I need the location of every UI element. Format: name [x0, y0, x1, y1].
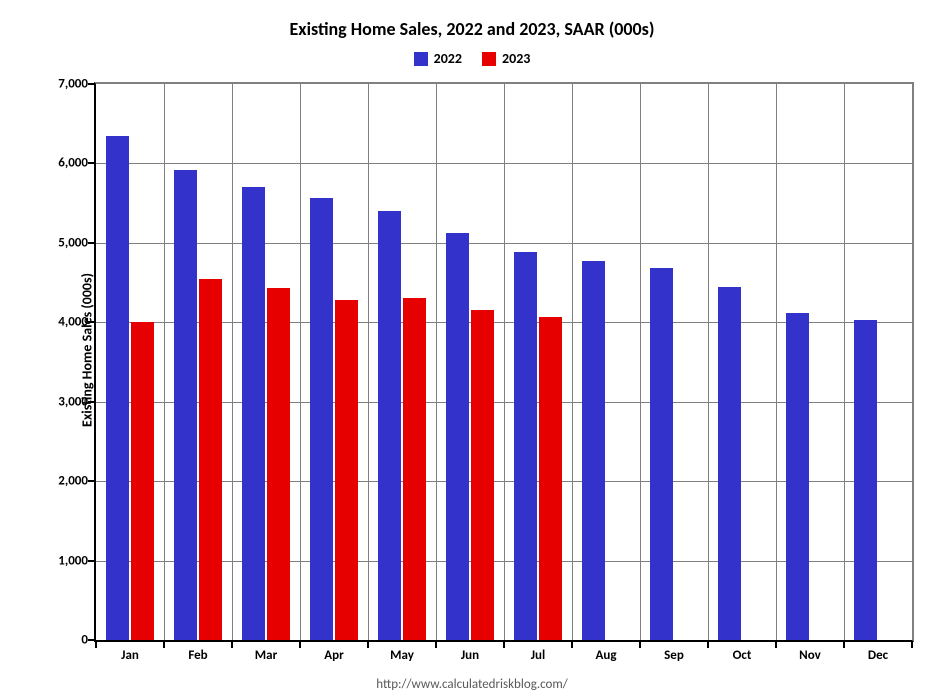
x-tick-mark	[299, 642, 301, 648]
x-tick-label: Feb	[188, 648, 207, 663]
x-tick-label: Oct	[733, 648, 752, 663]
x-tick-label: Jan	[121, 648, 139, 663]
bar-2023-May	[403, 298, 427, 640]
x-tick-mark	[95, 642, 97, 648]
legend: 2022 2023	[0, 50, 944, 70]
x-tick-mark	[707, 642, 709, 648]
bar-2023-Jan	[131, 322, 155, 640]
bar-2022-Oct	[718, 287, 742, 640]
legend-item-2022: 2022	[414, 50, 462, 67]
bar-2023-Jul	[539, 317, 563, 640]
x-tick-mark	[843, 642, 845, 648]
y-tick-label: 5,000	[58, 235, 88, 250]
bar-2023-Mar	[267, 288, 291, 640]
bar-2022-Jun	[446, 233, 470, 640]
bar-2023-Jun	[471, 310, 495, 640]
x-tick-mark	[435, 642, 437, 648]
chart-caption: http://www.calculatedriskblog.com/	[0, 677, 944, 692]
y-tick-label: 0	[81, 633, 88, 648]
bar-2022-Sep	[650, 268, 674, 640]
bar-2022-Feb	[174, 170, 198, 640]
legend-swatch	[414, 52, 428, 66]
y-tick-label: 7,000	[58, 77, 88, 92]
x-tick-label: Jul	[531, 648, 545, 663]
x-tick-mark	[503, 642, 505, 648]
bar-2023-Feb	[199, 279, 223, 640]
x-tick-mark	[639, 642, 641, 648]
x-tick-label: Sep	[664, 648, 684, 663]
chart-title: Existing Home Sales, 2022 and 2023, SAAR…	[0, 18, 944, 40]
bar-2023-Apr	[335, 300, 359, 640]
bar-2022-Mar	[242, 187, 266, 640]
x-tick-mark	[571, 642, 573, 648]
plot-area	[94, 82, 914, 642]
y-tick-label: 1,000	[58, 553, 88, 568]
x-tick-mark	[367, 642, 369, 648]
legend-label: 2022	[434, 50, 462, 67]
x-tick-label: Dec	[868, 648, 888, 663]
x-tick-mark	[775, 642, 777, 648]
legend-item-2023: 2023	[482, 50, 530, 67]
legend-label: 2023	[502, 50, 530, 67]
bar-2022-Aug	[582, 261, 606, 640]
x-tick-label: Aug	[595, 648, 616, 663]
bar-2022-Jul	[514, 252, 538, 640]
y-tick-label: 6,000	[58, 156, 88, 171]
x-tick-label: Mar	[255, 648, 277, 663]
legend-swatch	[482, 52, 496, 66]
y-axis-label: Existing Home Sales (000s)	[78, 273, 95, 427]
bar-2022-Apr	[310, 198, 334, 640]
bar-2022-May	[378, 211, 402, 640]
x-tick-label: May	[390, 648, 414, 663]
y-tick-label: 2,000	[58, 474, 88, 489]
bar-2022-Jan	[106, 136, 130, 640]
x-tick-label: Nov	[799, 648, 821, 663]
x-tick-label: Apr	[324, 648, 343, 663]
bar-2022-Dec	[854, 320, 878, 640]
x-tick-mark	[163, 642, 165, 648]
chart-container: Existing Home Sales, 2022 and 2023, SAAR…	[0, 0, 944, 700]
x-tick-label: Jun	[461, 648, 479, 663]
bar-2022-Nov	[786, 313, 810, 640]
x-tick-mark	[231, 642, 233, 648]
x-tick-mark	[911, 642, 913, 648]
